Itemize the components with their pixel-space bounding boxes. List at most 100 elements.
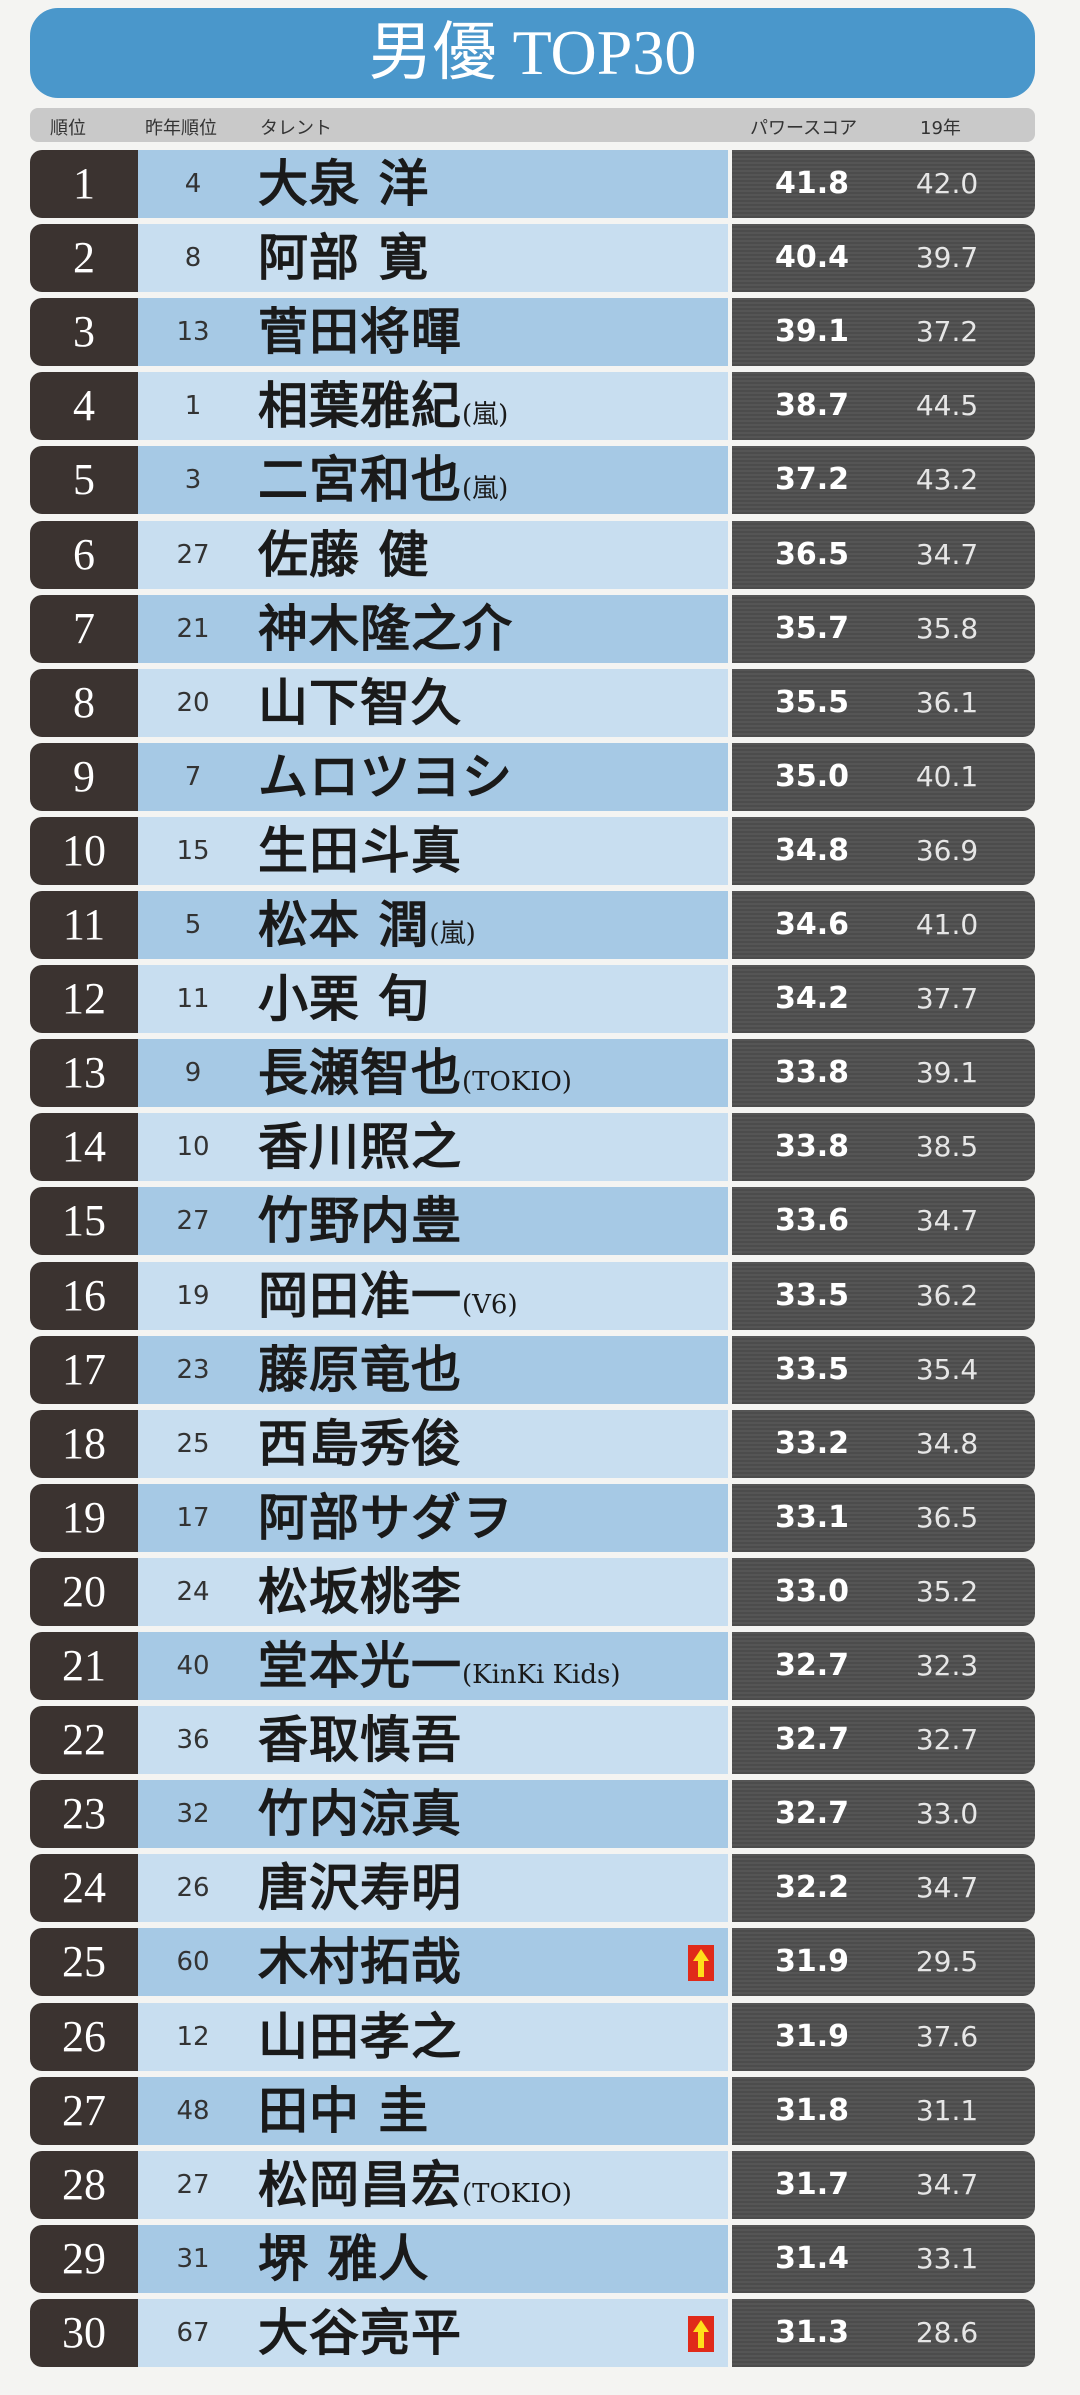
score-19: 43.2 [915, 463, 979, 497]
power-score: 33.8 [774, 1055, 850, 1091]
table-row: 16 19 岡田准一(V6) 33.5 36.2 [30, 1261, 1035, 1330]
group-name: (嵐) [462, 400, 509, 431]
prev-rank: 11 [176, 984, 210, 1015]
talent-name-text: 阿部 寛 [258, 228, 430, 288]
talent-name-text: ムロツヨシ [258, 746, 513, 806]
rank-cell: 4 [30, 372, 138, 441]
talent-cell: 40 堂本光一(KinKi Kids) [138, 1632, 728, 1700]
talent-name: 生田斗真 [258, 817, 462, 894]
talent-name: 香取慎吾 [258, 1706, 462, 1783]
power-score: 37.2 [774, 462, 850, 498]
power-score: 34.6 [774, 907, 850, 942]
talent-cell: 27 松岡昌宏(TOKIO) [138, 2150, 728, 2219]
rank-cell: 16 [30, 1261, 138, 1330]
power-score: 32.2 [774, 1870, 850, 1906]
talent-name: 長瀬智也(TOKIO) [258, 1039, 572, 1116]
talent-name-text: 小栗 旬 [258, 969, 430, 1029]
group-name: (嵐) [429, 919, 476, 949]
score-19: 42.0 [915, 167, 979, 200]
power-score: 33.1 [774, 1499, 850, 1535]
score-cell: 38.7 44.5 [732, 372, 1035, 441]
score-19: 28.6 [915, 2315, 979, 2349]
rank-cell: 8 [30, 668, 138, 737]
power-score: 41.8 [774, 166, 850, 201]
score-cell: 32.7 32.3 [732, 1632, 1035, 1700]
talent-cell: 4 大泉 洋 [138, 150, 728, 218]
talent-cell: 8 阿部 寛 [138, 224, 728, 293]
prev-rank: 20 [176, 687, 210, 718]
talent-cell: 9 長瀬智也(TOKIO) [138, 1039, 728, 1108]
prev-rank: 27 [176, 1206, 210, 1237]
table-row: 20 24 松坂桃李 33.0 35.2 [30, 1557, 1035, 1626]
rank-cell: 18 [30, 1409, 138, 1478]
score-19: 33.0 [915, 1797, 979, 1831]
prev-rank: 23 [176, 1354, 210, 1385]
power-score: 33.0 [774, 1573, 850, 1609]
power-score: 40.4 [774, 240, 850, 276]
power-score: 34.2 [774, 981, 850, 1017]
score-19: 32.7 [915, 1723, 979, 1757]
table-row: 27 48 田中 圭 31.8 31.1 [30, 2076, 1035, 2145]
score-cell: 31.7 34.7 [732, 2150, 1035, 2219]
talent-name: 相葉雅紀(嵐) [258, 372, 508, 449]
rank-cell: 10 [30, 816, 138, 885]
power-score: 32.7 [774, 1648, 850, 1683]
power-score: 35.0 [774, 758, 850, 794]
score-cell: 34.2 37.7 [732, 965, 1035, 1034]
score-cell: 35.7 35.8 [732, 594, 1035, 663]
table-row: 19 17 阿部サダヲ 33.1 36.5 [30, 1483, 1035, 1552]
talent-cell: 17 阿部サダヲ [138, 1483, 728, 1552]
rank-cell: 30 [30, 2298, 138, 2367]
talent-name: 神木隆之介 [258, 595, 513, 672]
table-row: 15 27 竹野内豊 33.6 34.7 [30, 1187, 1035, 1256]
header-19-year: 19年 [920, 118, 961, 139]
table-row: 12 11 小栗 旬 34.2 37.7 [30, 965, 1035, 1034]
table-row: 24 26 唐沢寿明 32.2 34.7 [30, 1854, 1035, 1923]
talent-name: 堺 雅人 [258, 2225, 429, 2302]
group-name: (TOKIO) [462, 1067, 572, 1098]
header-prev-rank: 昨年順位 [145, 118, 217, 139]
rank-cell: 24 [30, 1854, 138, 1923]
talent-cell: 15 生田斗真 [138, 816, 728, 885]
score-cell: 39.1 37.2 [732, 298, 1035, 367]
power-score: 31.9 [774, 2018, 850, 2054]
power-score: 38.7 [774, 388, 850, 424]
rank-cell: 9 [30, 742, 138, 811]
page-title: 男優 TOP30 [30, 8, 1035, 98]
talent-name-text: 岡田准一 [258, 1265, 462, 1325]
score-cell: 33.5 36.2 [732, 1261, 1035, 1330]
talent-name-text: 菅田将暉 [258, 302, 462, 362]
score-cell: 33.5 35.4 [732, 1335, 1035, 1404]
talent-cell: 24 松坂桃李 [138, 1557, 728, 1626]
talent-name-text: 山下智久 [258, 672, 462, 732]
talent-cell: 67 大谷亮平 [138, 2298, 728, 2367]
group-name: (嵐) [462, 474, 509, 505]
prev-rank: 25 [176, 1428, 210, 1459]
talent-cell: 13 菅田将暉 [138, 298, 728, 367]
table-row: 7 21 神木隆之介 35.7 35.8 [30, 594, 1035, 663]
score-cell: 31.4 33.1 [732, 2224, 1035, 2293]
score-19: 36.1 [915, 685, 979, 719]
score-19: 33.1 [915, 2241, 979, 2275]
talent-name-text: 木村拓哉 [258, 1932, 462, 1992]
talent-name: 木村拓哉 [258, 1928, 462, 2005]
score-cell: 35.5 36.1 [732, 668, 1035, 737]
table-row: 14 10 香川照之 33.8 38.5 [30, 1113, 1035, 1182]
prev-rank: 36 [176, 1725, 210, 1756]
talent-name: 阿部 寛 [258, 224, 429, 301]
rank-cell: 27 [30, 2076, 138, 2145]
talent-name: 大谷亮平 [258, 2299, 462, 2376]
rank-cell: 12 [30, 965, 138, 1034]
talent-cell: 20 山下智久 [138, 668, 728, 737]
power-score: 33.5 [774, 1277, 850, 1313]
talent-cell: 10 香川照之 [138, 1113, 728, 1182]
table-row: 1 4 大泉 洋 41.8 42.0 [30, 150, 1035, 218]
prev-rank: 27 [176, 2169, 210, 2200]
talent-name-text: 堺 雅人 [258, 2228, 430, 2288]
power-score: 32.7 [774, 1722, 850, 1758]
score-19: 40.1 [915, 759, 979, 793]
talent-cell: 11 小栗 旬 [138, 965, 728, 1034]
power-score: 31.4 [774, 2240, 850, 2276]
rank-cell: 1 [30, 150, 138, 218]
table-row: 29 31 堺 雅人 31.4 33.1 [30, 2224, 1035, 2293]
